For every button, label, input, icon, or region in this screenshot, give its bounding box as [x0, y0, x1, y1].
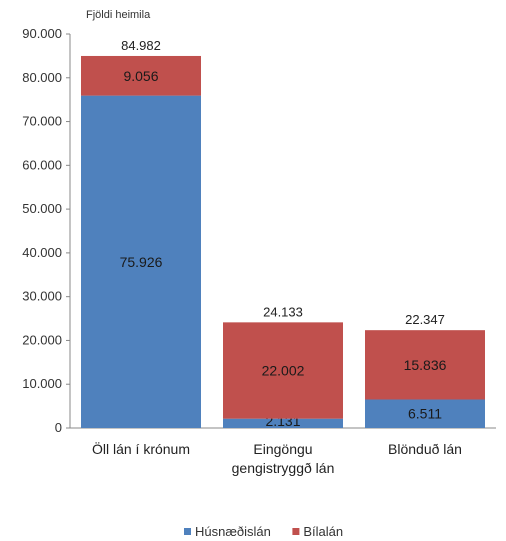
bar-total-label: 22.347 [405, 312, 445, 327]
y-tick-label: 60.000 [22, 157, 62, 172]
bar-segment-bilalan [81, 55, 201, 96]
segment-value-label: 6.511 [408, 406, 442, 422]
legend-label: Húsnæðislán [195, 524, 271, 539]
x-category-label: gengistryggð lán [232, 460, 335, 476]
segment-value-label: 22.002 [262, 363, 305, 379]
legend-swatch [292, 528, 300, 535]
y-tick-label: 40.000 [22, 245, 62, 260]
bar-segment-husnaedislan [365, 399, 485, 428]
segment-value-label: 15.836 [404, 357, 447, 373]
bar-segment-husnaedislan [223, 418, 343, 428]
bar-segment-husnaedislan [81, 95, 201, 428]
y-tick-label: 20.000 [22, 332, 62, 347]
bar-segment-bilalan [365, 330, 485, 400]
bar-segment-bilalan [223, 322, 343, 419]
y-tick-label: 70.000 [22, 114, 62, 129]
y-tick-label: 90.000 [22, 26, 62, 41]
bar-total-label: 84.982 [121, 38, 161, 53]
y-tick-label: 0 [55, 420, 62, 435]
x-category-label: Öll lán í krónum [92, 440, 190, 457]
segment-value-label: 75.926 [120, 254, 163, 270]
y-tick-label: 50.000 [22, 201, 62, 216]
segment-value-label: 9.056 [123, 68, 158, 84]
legend-swatch [184, 528, 191, 535]
y-tick-label: 10.000 [22, 376, 62, 391]
y-tick-label: 80.000 [22, 70, 62, 85]
y-tick-label: 30.000 [22, 289, 62, 304]
bar-total-label: 24.133 [263, 304, 303, 319]
x-category-label: Eingöngu [253, 441, 312, 457]
y-axis-label: Fjöldi heimila [86, 9, 151, 21]
legend-label: Bílalán [303, 524, 343, 539]
x-category-label: Blönduð lán [388, 441, 462, 457]
